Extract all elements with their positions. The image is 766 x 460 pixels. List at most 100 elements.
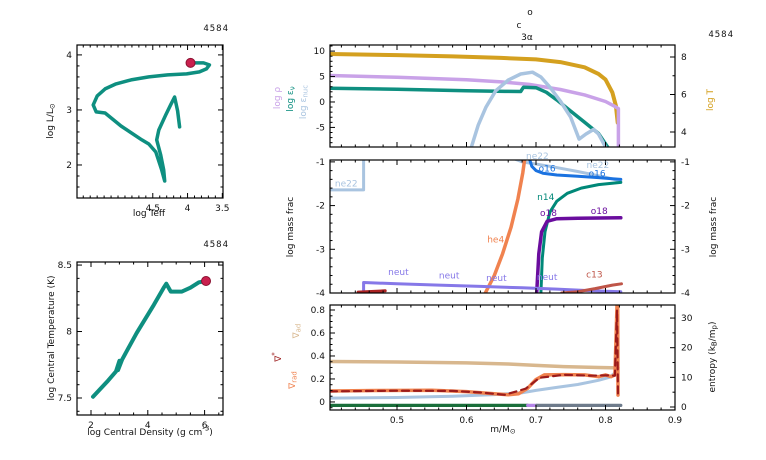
series-mf-left-stub — [356, 289, 387, 293]
tick-labels: 0.5 0.6 0.7 0.8 0.9 0 0.2 0.4 0.6 0.8 0 10 20 30 — [311, 306, 693, 426]
x-tick-label: 0.6 — [459, 416, 474, 426]
label-o18: o18 — [591, 206, 608, 216]
y-tick-label: 3 — [66, 106, 72, 116]
tick-labels: 2 4 6 7.5 8 8.5 — [58, 261, 208, 431]
current-model-dot — [201, 276, 212, 287]
axis-ticks — [77, 45, 223, 199]
y-tick-label: 8.5 — [58, 261, 72, 271]
y-tick-label: -4 — [316, 289, 325, 299]
plot-frame — [329, 159, 676, 294]
label-neut: neut — [486, 274, 507, 284]
chart-profile-grad: 0.5 0.6 0.7 0.8 0.9 0 0.2 0.4 0.6 0.8 0 10 20 30 ∇ad​ ∇… — [271, 304, 719, 436]
label-entropy-k-b-m-p-: entropy (kB​/mp​) — [708, 322, 719, 393]
y-tick-label: 7.5 — [58, 394, 72, 404]
x-tick-label: 4.5 — [146, 204, 160, 214]
label-ne22: ne22 — [587, 160, 610, 170]
y-tick-label: -3 — [316, 245, 325, 255]
label-log-mass-frac: log mass frac — [709, 197, 719, 257]
series-c13 — [560, 282, 623, 293]
chart-hr: 4.5 4 3.5 2 3 4 log Teff log L/L⊙​ — [46, 44, 229, 219]
label-o16: o16 — [539, 164, 556, 174]
label-neut: neut — [439, 271, 460, 281]
plot-frame — [329, 44, 676, 148]
label-neut: neut — [388, 268, 409, 278]
y-tick-label: -5 — [316, 123, 325, 133]
y-tick-label: -1 — [316, 158, 325, 168]
series-log-rho — [330, 73, 621, 147]
y-tick-label: 4 — [66, 51, 72, 61]
x-tick-label: 0.9 — [668, 416, 683, 426]
label-ne22: ne22 — [526, 151, 549, 161]
y-tick-label: 0.4 — [311, 352, 326, 362]
plot-frame — [329, 304, 676, 411]
series-group — [91, 61, 212, 183]
series-log-T — [330, 52, 620, 125]
y2-tick-label: -2 — [681, 202, 690, 212]
label-ne22: ne22 — [335, 179, 358, 189]
plot-frame — [76, 261, 224, 416]
y-tick-label: 0 — [319, 398, 325, 408]
label-neut: neut — [537, 272, 558, 282]
series-group — [330, 305, 623, 407]
model-number-hr: 4584 — [203, 24, 229, 34]
series-he4 — [483, 160, 527, 293]
series-log-eps-nuc — [469, 70, 608, 147]
label-log-: log εν​ — [286, 86, 297, 111]
tick-labels: 4.5 4 3.5 2 3 4 — [66, 51, 229, 214]
label-log-central-density-g-cm-3-: log Central Density (g cm-3​) — [87, 425, 213, 438]
y-tick-label: 0.2 — [311, 375, 325, 385]
y-tick-label: 2 — [66, 161, 72, 171]
x-tick-label: 6 — [202, 421, 208, 431]
label-log-mass-frac: log mass frac — [286, 197, 296, 257]
axis-ticks — [330, 45, 676, 147]
series-grad-star — [330, 308, 620, 398]
y-tick-label: 0.8 — [311, 306, 326, 316]
label-log-nuc-: log εnuc​ — [299, 85, 310, 119]
y2-tick-label: -4 — [681, 289, 690, 299]
label--ad-: ∇ad​ — [292, 324, 303, 340]
axis-ticks — [330, 305, 676, 410]
current-model-dot — [185, 57, 196, 68]
y-tick-label: 5 — [319, 73, 325, 83]
model-number-profiles: 4584 — [708, 30, 734, 40]
axis-ticks — [330, 160, 676, 294]
y2-tick-label: 20 — [681, 344, 693, 354]
y-tick-label: 8 — [66, 328, 72, 338]
label-o16: o16 — [589, 169, 606, 179]
label-c13: c13 — [586, 270, 602, 280]
series-o18 — [534, 216, 623, 293]
y-tick-label: 10 — [314, 47, 326, 57]
label-o18: o18 — [540, 209, 557, 219]
label-n14: n14 — [537, 192, 554, 202]
label-m-m-: m/M⊙​ — [490, 425, 515, 436]
series-n14 — [539, 180, 623, 293]
label-log-t: log T — [706, 88, 716, 111]
model-number-trho: 4584 — [203, 240, 229, 250]
series-hr-track — [91, 61, 212, 183]
x-tick-label: 0.8 — [598, 416, 613, 426]
x-tick-label: 4 — [185, 204, 191, 214]
x-tick-label: 4 — [145, 421, 151, 431]
label-3-: 3α — [521, 33, 533, 43]
series-log-eps-nu — [330, 85, 610, 147]
series-trho-track — [91, 279, 208, 399]
y2-tick-label: 8 — [681, 53, 687, 63]
y-tick-label: -2 — [316, 202, 325, 212]
label-he4: he4 — [487, 235, 504, 245]
x-tick-label: 3.5 — [215, 204, 229, 214]
series-group — [330, 52, 621, 147]
series-ne22-left — [330, 160, 366, 192]
x-tick-label: 2 — [88, 421, 94, 431]
axis-ticks — [77, 262, 223, 415]
label--: ∇*​ — [271, 352, 284, 363]
y-tick-label: 0.6 — [311, 329, 326, 339]
y2-tick-label: -1 — [681, 158, 690, 168]
label--rad-: ∇rad​ — [288, 371, 299, 390]
series-group — [330, 160, 623, 293]
label-log-: log ρ — [273, 87, 283, 110]
label-c: c — [517, 21, 522, 31]
y2-tick-label: 0 — [681, 403, 687, 413]
